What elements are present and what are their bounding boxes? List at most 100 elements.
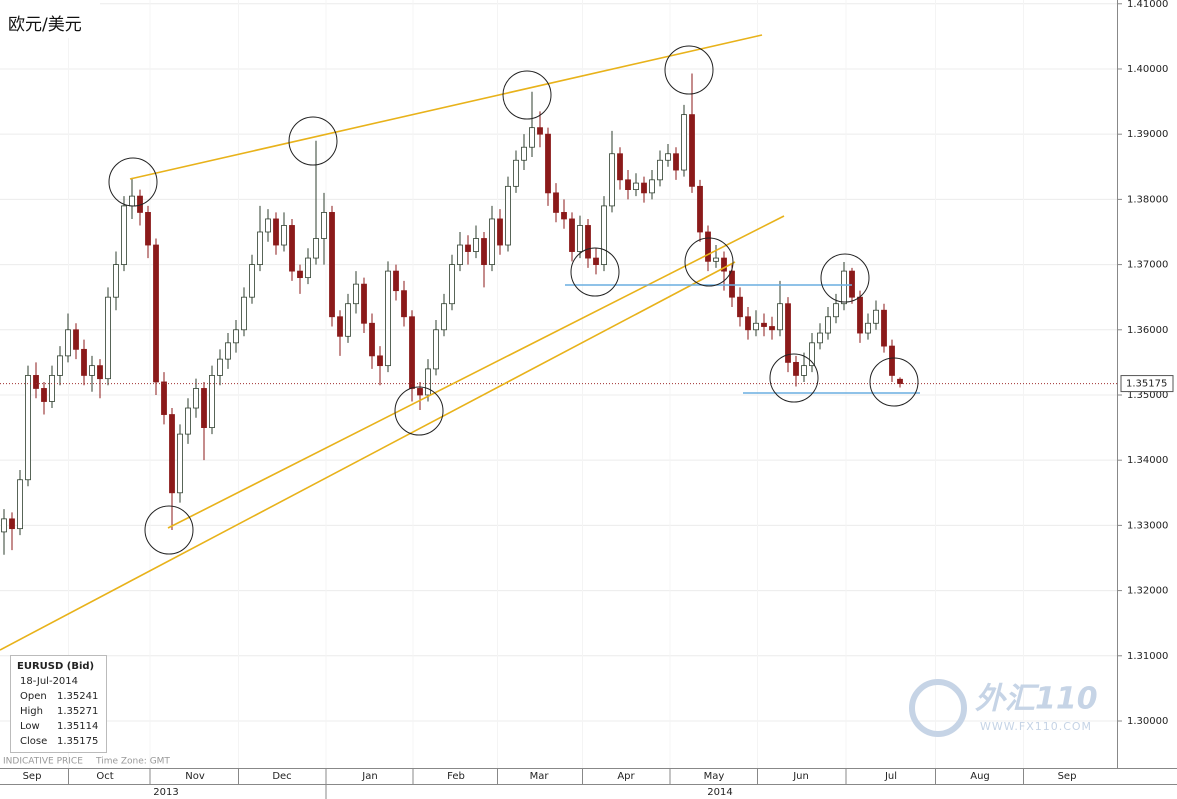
marker-circle — [570, 247, 620, 297]
marker-circle — [769, 353, 819, 403]
candle-body — [401, 290, 407, 318]
candle-body — [841, 270, 847, 305]
info-label: Open — [20, 691, 47, 702]
candle-body — [433, 329, 439, 370]
candle-body — [785, 303, 791, 363]
x-tick-label: Apr — [617, 771, 635, 782]
y-tick-label: 1.30000 — [1127, 716, 1168, 727]
candle-body — [249, 264, 255, 298]
info-label: High — [20, 706, 43, 717]
candle-body — [585, 225, 591, 259]
candle-body — [497, 218, 503, 246]
candle-body — [577, 225, 583, 252]
candle-body — [793, 361, 799, 376]
y-tick-label: 1.36000 — [1127, 325, 1168, 336]
candle-body — [385, 270, 391, 367]
candle-body — [113, 264, 119, 298]
trend-line — [0, 261, 736, 651]
candle-body — [649, 179, 655, 194]
candle-body — [857, 296, 863, 334]
candle-body — [145, 212, 151, 246]
candle-body — [721, 257, 727, 272]
x-tick-label: Jan — [361, 771, 377, 782]
x-tick-label: Dec — [272, 771, 291, 782]
candle-body — [81, 348, 87, 376]
candle-body — [345, 303, 351, 337]
candle-body — [569, 218, 575, 252]
candle-body — [121, 205, 127, 265]
candle-body — [681, 114, 687, 171]
candle-body — [513, 159, 519, 187]
candle-body — [865, 322, 871, 334]
candle-body — [737, 296, 743, 318]
candle-body — [873, 309, 879, 324]
trend-line — [167, 215, 785, 529]
candle-body — [801, 365, 807, 376]
info-value: 1.35114 — [57, 721, 98, 732]
trend-line — [129, 34, 763, 180]
candle-body — [817, 332, 823, 344]
info-value: 1.35175 — [57, 736, 98, 747]
marker-circle — [684, 237, 734, 287]
candle-body — [313, 238, 319, 259]
y-tick-label: 1.41000 — [1127, 0, 1168, 10]
candle-body — [761, 322, 767, 327]
candle-body — [217, 358, 223, 376]
candle-body — [9, 518, 15, 530]
candle-body — [97, 365, 103, 380]
candle-body — [657, 159, 663, 181]
y-tick-label: 1.37000 — [1127, 260, 1168, 271]
candle-body — [129, 195, 135, 207]
candle-body — [705, 231, 711, 262]
candle-body — [729, 270, 735, 298]
title-bg — [0, 0, 100, 38]
candle-body — [17, 479, 23, 530]
y-tick-label: 1.31000 — [1127, 651, 1168, 662]
info-box: EURUSD (Bid) 18-Jul-2014 Open 1.35241 Hi… — [10, 655, 107, 753]
candle-body — [89, 365, 95, 376]
candle-body — [377, 355, 383, 367]
candle-body — [337, 316, 343, 337]
x-tick-label: Jul — [884, 771, 897, 782]
candle-body — [305, 257, 311, 279]
info-box-frame — [10, 655, 107, 753]
candle-body — [881, 309, 887, 347]
candle-body — [65, 329, 71, 357]
candle-body — [897, 378, 903, 384]
x-tick-label: Feb — [447, 771, 465, 782]
candle-body — [73, 329, 79, 350]
candle-body — [321, 212, 327, 239]
candle-body — [441, 303, 447, 331]
candle-body — [553, 192, 559, 213]
x-tick-label: Mar — [530, 771, 550, 782]
marker-circle — [502, 70, 552, 120]
candle-body — [745, 316, 751, 331]
candle-body — [593, 257, 599, 265]
last-price-box — [1120, 375, 1174, 393]
marker-circle — [820, 253, 870, 303]
candle-body — [241, 296, 247, 331]
candle-body — [409, 316, 415, 389]
candle-body — [449, 264, 455, 305]
candle-body — [1, 518, 7, 533]
candle-body — [529, 127, 535, 148]
candle-body — [233, 329, 239, 344]
candle-body — [33, 375, 39, 389]
candle-body — [161, 381, 167, 415]
y-tick-label: 1.34000 — [1127, 455, 1168, 466]
year-label: 2013 — [153, 787, 178, 798]
candle-body — [545, 133, 551, 194]
candle-body — [153, 244, 159, 383]
candle-body — [105, 296, 111, 380]
info-value: 1.35241 — [57, 691, 98, 702]
info-label: Low — [20, 721, 40, 732]
candle-body — [609, 153, 615, 207]
marker-circle — [394, 386, 444, 436]
candle-body — [769, 326, 775, 331]
watermark-url: WWW.FX110.COM — [980, 720, 1092, 733]
candle-body — [297, 270, 303, 279]
candle-body — [561, 212, 567, 220]
candle-body — [369, 322, 375, 357]
candle-body — [625, 179, 631, 191]
